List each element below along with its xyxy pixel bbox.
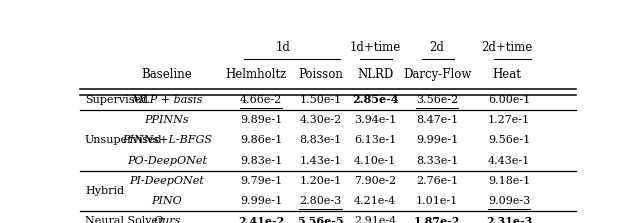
Text: PINO: PINO — [152, 196, 182, 206]
Text: 9.99e-1: 9.99e-1 — [240, 196, 282, 206]
Text: 2.85e-4: 2.85e-4 — [352, 94, 398, 105]
Text: MLP + basis: MLP + basis — [131, 95, 202, 105]
Text: 2.31e-3: 2.31e-3 — [486, 216, 532, 223]
Text: 2.76e-1: 2.76e-1 — [416, 176, 458, 186]
Text: 9.56e-1: 9.56e-1 — [488, 135, 530, 145]
Text: 1.50e-1: 1.50e-1 — [300, 95, 342, 105]
Text: 4.43e-1: 4.43e-1 — [488, 155, 530, 165]
Text: Poisson: Poisson — [298, 68, 343, 81]
Text: 1.20e-1: 1.20e-1 — [300, 176, 342, 186]
Text: 2.41e-2: 2.41e-2 — [238, 216, 284, 223]
Text: Ours: Ours — [153, 216, 180, 223]
Text: 6.13e-1: 6.13e-1 — [354, 135, 396, 145]
Text: 5.56e-5: 5.56e-5 — [297, 216, 344, 223]
Text: 3.56e-2: 3.56e-2 — [416, 95, 458, 105]
Text: 4.10e-1: 4.10e-1 — [354, 155, 396, 165]
Text: 4.21e-4: 4.21e-4 — [354, 196, 396, 206]
Text: Supervised: Supervised — [85, 95, 148, 105]
Text: 2.91e-4: 2.91e-4 — [354, 216, 396, 223]
Text: Neural Solver: Neural Solver — [85, 216, 163, 223]
Text: Darcy-Flow: Darcy-Flow — [403, 68, 471, 81]
Text: 1d+time: 1d+time — [349, 41, 401, 54]
Text: 8.33e-1: 8.33e-1 — [416, 155, 458, 165]
Text: 1d: 1d — [276, 41, 291, 54]
Text: 9.79e-1: 9.79e-1 — [240, 176, 282, 186]
Text: 9.09e-3: 9.09e-3 — [488, 196, 530, 206]
Text: 6.00e-1: 6.00e-1 — [488, 95, 530, 105]
Text: Baseline: Baseline — [141, 68, 192, 81]
Text: 1.01e-1: 1.01e-1 — [416, 196, 458, 206]
Text: 9.89e-1: 9.89e-1 — [240, 115, 282, 125]
Text: PINNs+L-BFGS: PINNs+L-BFGS — [122, 135, 212, 145]
Text: 2d: 2d — [429, 41, 445, 54]
Text: Hybrid: Hybrid — [85, 186, 124, 196]
Text: 9.83e-1: 9.83e-1 — [240, 155, 282, 165]
Text: 9.18e-1: 9.18e-1 — [488, 176, 530, 186]
Text: 1.43e-1: 1.43e-1 — [300, 155, 342, 165]
Text: PI-DeepONet: PI-DeepONet — [129, 176, 204, 186]
Text: PO-DeepONet: PO-DeepONet — [127, 155, 207, 165]
Text: NLRD: NLRD — [357, 68, 393, 81]
Text: 9.86e-1: 9.86e-1 — [240, 135, 282, 145]
Text: 4.66e-2: 4.66e-2 — [240, 95, 282, 105]
Text: 8.83e-1: 8.83e-1 — [300, 135, 342, 145]
Text: 1.27e-1: 1.27e-1 — [488, 115, 530, 125]
Text: 4.30e-2: 4.30e-2 — [300, 115, 342, 125]
Text: 8.47e-1: 8.47e-1 — [416, 115, 458, 125]
Text: Unsupervised: Unsupervised — [85, 135, 163, 145]
Text: 3.94e-1: 3.94e-1 — [354, 115, 396, 125]
Text: 1.87e-2: 1.87e-2 — [414, 216, 460, 223]
Text: Heat: Heat — [492, 68, 521, 81]
Text: 7.90e-2: 7.90e-2 — [354, 176, 396, 186]
Text: PPINNs: PPINNs — [145, 115, 189, 125]
Text: 9.99e-1: 9.99e-1 — [416, 135, 458, 145]
Text: Helmholtz: Helmholtz — [225, 68, 287, 81]
Text: 2d+time: 2d+time — [481, 41, 532, 54]
Text: 2.80e-3: 2.80e-3 — [300, 196, 342, 206]
